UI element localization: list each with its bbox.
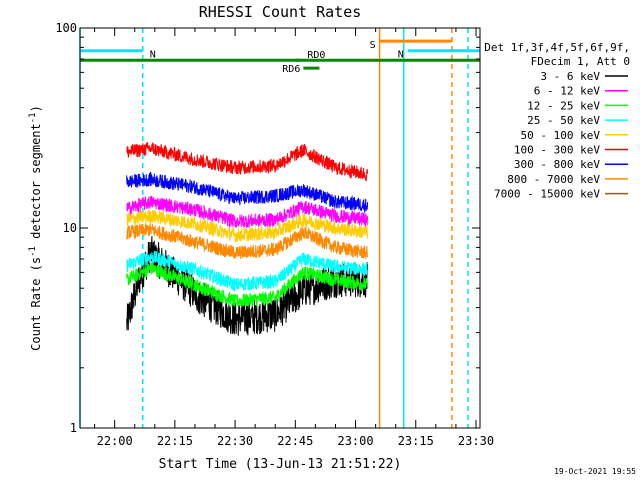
x-tick-label: 23:30 xyxy=(458,434,494,448)
legend-entry-label: 800 - 7000 keV xyxy=(507,173,600,186)
y-tick-label: 1 xyxy=(70,421,77,435)
x-tick-label: 22:00 xyxy=(97,434,133,448)
series-line xyxy=(126,171,369,213)
x-axis: 22:00 22:15 22:30 22:45 23:00 23:15 23:30 xyxy=(94,28,494,448)
y-tick-label: 10 xyxy=(63,221,77,235)
x-tick-label: 22:45 xyxy=(277,434,313,448)
y-axis: 1 10 100 xyxy=(55,21,480,435)
annotation-label: S xyxy=(370,40,376,51)
legend-entry-label: 6 - 12 keV xyxy=(534,85,601,98)
x-axis-label: Start Time (13-Jun-13 21:51:22) xyxy=(159,457,402,472)
y-tick-label: 100 xyxy=(55,21,77,35)
series-line xyxy=(126,262,369,307)
legend-header-line-1: Det 1f,3f,4f,5f,6f,9f, xyxy=(484,41,630,54)
series-line xyxy=(126,223,369,260)
series-line xyxy=(126,141,369,182)
x-tick-label: 22:30 xyxy=(217,434,253,448)
legend-entry-label: 7000 - 15000 keV xyxy=(494,188,600,201)
legend-entry-label: 25 - 50 keV xyxy=(527,114,600,127)
x-tick-label: 23:15 xyxy=(398,434,434,448)
x-tick-label: 23:00 xyxy=(337,434,373,448)
footer-date: 19-Oct-2021 19:55 xyxy=(554,467,636,476)
y-axis-label: Count Rate (s-1 detector segment-1) xyxy=(28,105,43,351)
legend-entry-label: 300 - 800 keV xyxy=(514,158,600,171)
legend-entry-label: 100 - 300 keV xyxy=(514,144,600,157)
annotation-label: N xyxy=(398,50,404,61)
series-line xyxy=(126,250,369,292)
series-line xyxy=(126,195,369,229)
series-line xyxy=(126,209,369,243)
plot-area: N N S RD0 RD6 xyxy=(79,28,480,428)
legend: Det 1f,3f,4f,5f,6f,9f, FDecim 1, Att 0 3… xyxy=(484,41,630,201)
legend-entry-label: 50 - 100 keV xyxy=(521,129,601,142)
chart-title: RHESSI Count Rates xyxy=(199,3,362,21)
legend-entry-label: 3 - 6 keV xyxy=(540,70,600,83)
annotation-label: RD0 xyxy=(307,50,325,61)
legend-header-line-2: FDecim 1, Att 0 xyxy=(531,55,630,68)
x-tick-label: 22:15 xyxy=(157,434,193,448)
annotation-label: RD6 xyxy=(282,64,300,75)
annotation-label: N xyxy=(150,50,156,61)
legend-entry-label: 12 - 25 keV xyxy=(527,99,600,112)
